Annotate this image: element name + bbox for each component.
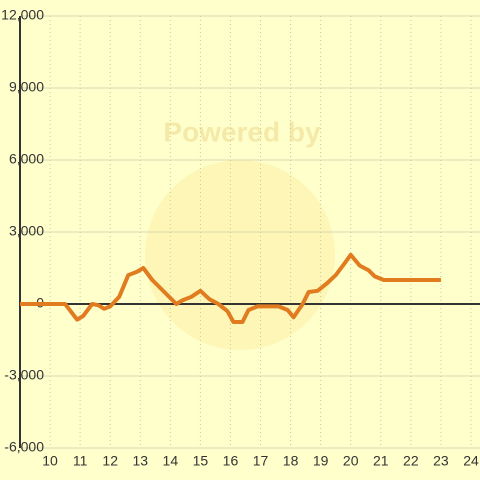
y-tick-label: 6,000 [9, 151, 44, 167]
y-tick-label: 12,000 [1, 7, 44, 23]
x-tick-label: 22 [403, 453, 419, 469]
x-tick-label: 18 [283, 453, 299, 469]
x-tick-label: 16 [223, 453, 239, 469]
y-tick-label: -3,000 [4, 367, 44, 383]
y-tick-label: -6,000 [4, 439, 44, 455]
watermark: Powered by [163, 116, 321, 147]
x-tick-label: 13 [132, 453, 148, 469]
x-tick-label: 24 [463, 453, 479, 469]
x-tick-label: 14 [163, 453, 179, 469]
x-tick-label: 11 [73, 453, 88, 469]
x-tick-label: 15 [193, 453, 209, 469]
x-tick-label: 23 [433, 453, 449, 469]
x-tick-label: 20 [343, 453, 359, 469]
y-tick-label: 3,000 [9, 223, 44, 239]
x-tick-label: 21 [373, 453, 389, 469]
y-tick-label: 9,000 [9, 79, 44, 95]
watermark-logo [145, 160, 335, 350]
x-tick-label: 10 [42, 453, 58, 469]
x-tick-label: 12 [102, 453, 118, 469]
line-series [20, 252, 441, 324]
x-tick-label: 17 [253, 453, 269, 469]
x-tick-label: 19 [313, 453, 329, 469]
